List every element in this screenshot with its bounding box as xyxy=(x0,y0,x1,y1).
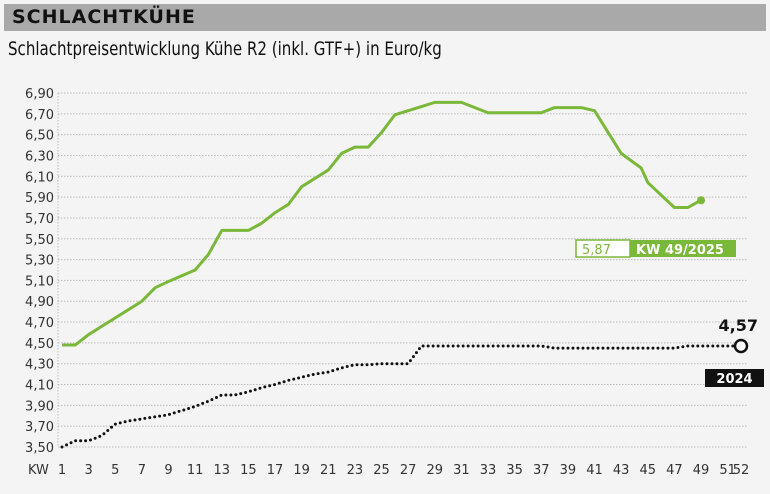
series-label-2025: KW 49/2025 xyxy=(636,243,724,258)
series-2025-end-marker xyxy=(697,196,706,205)
y-tick-label: 6,90 xyxy=(25,87,54,102)
y-tick-label: 3,90 xyxy=(25,399,54,414)
y-tick-label: 3,70 xyxy=(25,420,54,435)
section-header: SCHLACHTKÜHE xyxy=(4,4,766,31)
x-tick-label: 21 xyxy=(320,463,337,478)
series-2025-line xyxy=(62,100,702,347)
x-tick-label: 23 xyxy=(347,463,364,478)
value-label-2025: 5,87 xyxy=(582,243,611,258)
x-tick-label: 52 xyxy=(733,463,750,478)
y-tick-label: 4,30 xyxy=(25,358,54,373)
x-tick-label: 1 xyxy=(58,463,66,478)
y-tick-label: 4,50 xyxy=(25,337,54,352)
series-label-2024: 2024 xyxy=(716,372,752,387)
x-tick-label: 31 xyxy=(453,463,470,478)
x-tick-label: 11 xyxy=(187,463,204,478)
y-tick-label: 4,10 xyxy=(25,379,54,394)
x-tick-label: 7 xyxy=(138,463,146,478)
y-tick-label: 4,70 xyxy=(25,316,54,331)
series-label-box-2025 xyxy=(630,240,736,257)
y-tick-label: 6,50 xyxy=(25,129,54,144)
x-tick-label: 33 xyxy=(480,463,497,478)
value-label-2024: 4,57 xyxy=(719,316,758,335)
x-tick-label: 9 xyxy=(164,463,172,478)
series-2024-line xyxy=(60,344,743,449)
x-tick-label: 25 xyxy=(373,463,390,478)
series-2024-end-marker xyxy=(733,338,749,354)
x-tick-label: 3 xyxy=(84,463,92,478)
x-tick-label: 29 xyxy=(427,463,444,478)
series-label-box-2024 xyxy=(705,369,764,387)
y-tick-label: 5,90 xyxy=(25,191,54,206)
section-title: SCHLACHTKÜHE xyxy=(12,6,196,28)
y-tick-label: 6,10 xyxy=(25,170,54,185)
x-tick-label: 37 xyxy=(533,463,550,478)
chart-title: Schlachtpreisentwicklung Kühe R2 (inkl. … xyxy=(8,38,442,60)
x-tick-label: 15 xyxy=(240,463,257,478)
x-tick-label: 13 xyxy=(213,463,230,478)
y-tick-label: 5,10 xyxy=(25,274,54,289)
x-tick-label: 51 xyxy=(719,463,736,478)
y-tick-label: 5,50 xyxy=(25,233,54,248)
x-tick-label: 49 xyxy=(693,463,710,478)
x-tick-label: 17 xyxy=(267,463,284,478)
x-tick-label: 19 xyxy=(293,463,310,478)
x-tick-label: 27 xyxy=(400,463,417,478)
y-tick-label: 4,90 xyxy=(25,295,54,310)
y-tick-label: 3,50 xyxy=(25,441,54,456)
x-tick-label: 41 xyxy=(586,463,603,478)
x-tick-label: 5 xyxy=(111,463,119,478)
y-tick-label: 6,30 xyxy=(25,149,54,164)
x-axis-label: KW xyxy=(28,463,49,478)
x-tick-label: 43 xyxy=(613,463,630,478)
x-tick-label: 39 xyxy=(560,463,577,478)
x-tick-label: 45 xyxy=(640,463,657,478)
y-tick-label: 6,70 xyxy=(25,108,54,123)
x-tick-label: 47 xyxy=(666,463,683,478)
y-tick-label: 5,70 xyxy=(25,212,54,227)
x-tick-label: 35 xyxy=(506,463,523,478)
y-tick-label: 5,30 xyxy=(25,254,54,269)
